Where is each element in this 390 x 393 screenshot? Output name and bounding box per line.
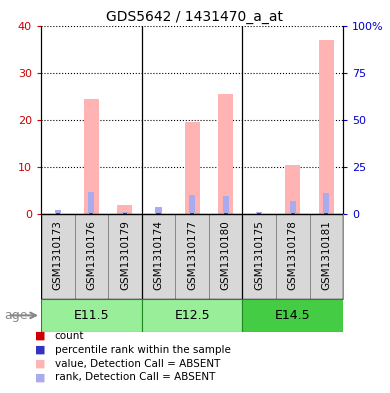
Bar [142, 299, 243, 332]
Text: count: count [55, 331, 84, 341]
Bar [276, 214, 310, 299]
Text: GSM1310180: GSM1310180 [221, 220, 230, 290]
Bar [184, 122, 200, 214]
Text: ■: ■ [35, 331, 46, 341]
Bar [218, 94, 233, 214]
Bar [257, 212, 261, 214]
Text: GDS5642 / 1431470_a_at: GDS5642 / 1431470_a_at [106, 10, 284, 24]
Bar [256, 212, 262, 214]
Bar [41, 214, 74, 299]
Bar [190, 212, 194, 214]
Bar [84, 99, 99, 214]
Bar [324, 213, 328, 214]
Bar [123, 212, 127, 214]
Bar [156, 213, 161, 214]
Text: GSM1310179: GSM1310179 [120, 220, 130, 290]
Text: GSM1310176: GSM1310176 [86, 220, 96, 290]
Text: E14.5: E14.5 [275, 309, 311, 322]
Bar [55, 210, 61, 214]
Text: percentile rank within the sample: percentile rank within the sample [55, 345, 230, 355]
Bar [243, 299, 343, 332]
Bar [324, 212, 328, 214]
Text: ■: ■ [35, 345, 46, 355]
Bar [243, 214, 276, 299]
Bar [123, 213, 127, 214]
Bar [257, 213, 261, 214]
Text: E12.5: E12.5 [174, 309, 210, 322]
Bar [209, 214, 243, 299]
Bar [310, 214, 343, 299]
Bar [74, 214, 108, 299]
Bar [319, 40, 334, 214]
Bar [323, 193, 330, 214]
Bar [190, 213, 194, 214]
Text: rank, Detection Call = ABSENT: rank, Detection Call = ABSENT [55, 372, 215, 382]
Bar [89, 212, 93, 214]
Text: GSM1310177: GSM1310177 [187, 220, 197, 290]
Bar [88, 193, 94, 214]
Text: GSM1310175: GSM1310175 [254, 220, 264, 290]
Bar [285, 165, 300, 214]
Bar [290, 201, 296, 214]
Bar [223, 196, 229, 214]
Bar [175, 214, 209, 299]
Text: value, Detection Call = ABSENT: value, Detection Call = ABSENT [55, 358, 220, 369]
Bar [56, 212, 60, 214]
Text: age: age [4, 309, 27, 322]
Text: GSM1310181: GSM1310181 [321, 220, 331, 290]
Bar [156, 212, 161, 214]
Text: E11.5: E11.5 [73, 309, 109, 322]
Text: GSM1310174: GSM1310174 [154, 220, 163, 290]
Bar [142, 214, 175, 299]
Bar [41, 299, 142, 332]
Bar [56, 213, 60, 214]
Text: GSM1310178: GSM1310178 [288, 220, 298, 290]
Text: ■: ■ [35, 372, 46, 382]
Bar [108, 214, 142, 299]
Bar [189, 195, 195, 214]
Text: ■: ■ [35, 358, 46, 369]
Bar [223, 213, 228, 214]
Bar [122, 212, 128, 214]
Bar [291, 213, 295, 214]
Text: GSM1310173: GSM1310173 [53, 220, 63, 290]
Bar [223, 212, 228, 214]
Bar [156, 207, 161, 214]
Bar [89, 213, 93, 214]
Bar [291, 212, 295, 214]
Bar [117, 205, 133, 214]
